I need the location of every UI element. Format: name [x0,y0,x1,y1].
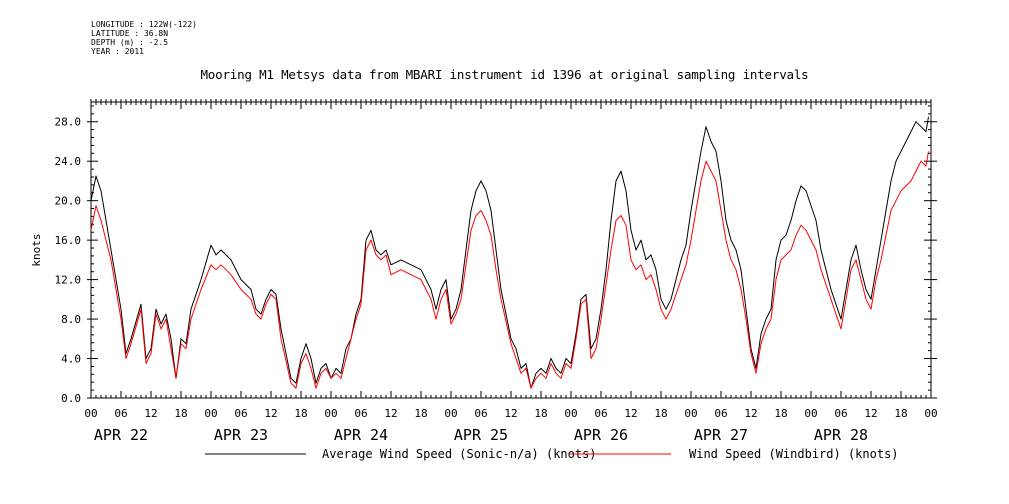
legend-label-windbird: Wind Speed (Windbird) (knots) [689,447,899,461]
x-day-label: APR 27 [694,426,748,444]
x-tick-label: 12 [264,407,277,420]
x-tick-label: 18 [654,407,667,420]
axes-layer [87,99,937,399]
x-tick-label: 00 [924,407,937,420]
legend-layer: Average Wind Speed (Sonic-n/a) (knots) Wi… [205,447,899,461]
y-tick-label: 12.0 [55,274,82,287]
y-tick-label: 8.0 [61,313,81,326]
x-tick-label: 12 [504,407,517,420]
x-day-label: APR 22 [94,426,148,444]
x-day-label: APR 23 [214,426,268,444]
y-tick-label: 28.0 [55,116,82,129]
x-tick-label: 06 [594,407,607,420]
y-tick-label: 20.0 [55,195,82,208]
plot-frame [90,101,932,399]
meta-year: YEAR : 2011 [91,47,144,56]
y-tick-label: 24.0 [55,155,82,168]
x-tick-label: 06 [834,407,847,420]
series-line-average-wind-speed [90,116,929,389]
meta-latitude: LATITUDE : 36.8N [91,29,169,38]
x-day-label: APR 26 [574,426,628,444]
x-tick-label: 06 [354,407,367,420]
y-axis-label: knots [30,233,43,266]
x-day-label: APR 25 [454,426,508,444]
x-day-label: APR 24 [334,426,388,444]
series-layer [90,116,929,389]
x-tick-label: 12 [624,407,637,420]
series-line-windbird-wind-speed [90,151,929,389]
x-tick-label: 06 [234,407,247,420]
y-tick-label: 16.0 [55,234,82,247]
x-tick-label: 06 [474,407,487,420]
meta-longitude: LONGITUDE : 122W(-122) [91,20,197,29]
y-tick-label: 0.0 [61,392,81,405]
x-tick-label: 12 [864,407,877,420]
x-tick-label: 18 [174,407,187,420]
x-tick-label: 00 [804,407,817,420]
x-tick-label: 18 [774,407,787,420]
meta-depth: DEPTH (m) : -2.5 [91,38,169,47]
x-tick-label: 00 [684,407,697,420]
x-tick-label: 06 [714,407,727,420]
x-tick-label: 12 [384,407,397,420]
y-tick-label: 4.0 [61,353,81,366]
x-tick-label: 18 [534,407,547,420]
x-tick-label: 00 [204,407,217,420]
x-tick-label: 12 [144,407,157,420]
x-tick-label: 12 [744,407,757,420]
labels-layer: 0.0 4.0 8.0 12.0 16.0 20.0 24.0 28.0 knots 00 06 12… [30,116,938,444]
chart-title: Mooring M1 Metsys data from MBARI instru… [200,67,809,82]
x-tick-label: 00 [324,407,337,420]
x-tick-label: 06 [114,407,127,420]
metadata-block: LONGITUDE : 122W(-122) LATITUDE : 36.8N … [91,20,197,56]
legend-label-average: Average Wind Speed (Sonic-n/a) (knots) [322,447,597,461]
x-tick-label: 18 [294,407,307,420]
x-day-label: APR 28 [814,426,868,444]
x-tick-label: 18 [894,407,907,420]
x-tick-label: 00 [444,407,457,420]
x-tick-label: 00 [84,407,97,420]
x-tick-label: 00 [564,407,577,420]
x-tick-label: 18 [414,407,427,420]
